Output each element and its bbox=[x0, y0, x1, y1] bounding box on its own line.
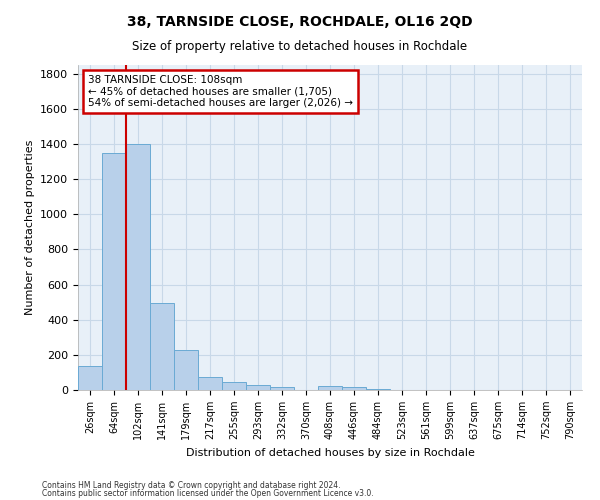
Text: 38 TARNSIDE CLOSE: 108sqm
← 45% of detached houses are smaller (1,705)
54% of se: 38 TARNSIDE CLOSE: 108sqm ← 45% of detac… bbox=[88, 74, 353, 108]
Bar bbox=[174, 350, 198, 390]
Bar bbox=[150, 303, 174, 390]
Text: 38, TARNSIDE CLOSE, ROCHDALE, OL16 2QD: 38, TARNSIDE CLOSE, ROCHDALE, OL16 2QD bbox=[127, 15, 473, 29]
Text: Size of property relative to detached houses in Rochdale: Size of property relative to detached ho… bbox=[133, 40, 467, 53]
Bar bbox=[102, 153, 126, 390]
Bar bbox=[342, 388, 366, 390]
Bar bbox=[198, 377, 222, 390]
Text: Contains public sector information licensed under the Open Government Licence v3: Contains public sector information licen… bbox=[42, 489, 374, 498]
Bar bbox=[222, 382, 246, 390]
Bar bbox=[366, 389, 390, 390]
Bar bbox=[78, 366, 102, 390]
Text: Contains HM Land Registry data © Crown copyright and database right 2024.: Contains HM Land Registry data © Crown c… bbox=[42, 480, 341, 490]
Bar bbox=[126, 144, 150, 390]
Bar bbox=[318, 386, 342, 390]
Y-axis label: Number of detached properties: Number of detached properties bbox=[25, 140, 35, 315]
Bar bbox=[270, 388, 294, 390]
X-axis label: Distribution of detached houses by size in Rochdale: Distribution of detached houses by size … bbox=[185, 448, 475, 458]
Bar bbox=[246, 386, 270, 390]
